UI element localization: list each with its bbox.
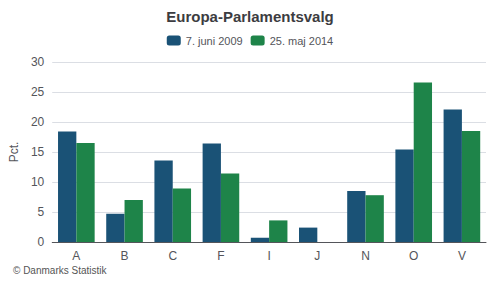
svg-text:I: I: [267, 249, 270, 263]
svg-text:25. maj 2014: 25. maj 2014: [270, 35, 334, 47]
svg-text:C: C: [168, 249, 177, 263]
svg-text:O: O: [409, 249, 418, 263]
svg-text:V: V: [458, 249, 466, 263]
svg-text:N: N: [361, 249, 370, 263]
svg-text:7. juni 2009: 7. juni 2009: [186, 35, 243, 47]
svg-text:Europa-Parlamentsvalg: Europa-Parlamentsvalg: [166, 8, 334, 25]
svg-text:J: J: [314, 249, 320, 263]
svg-text:15: 15: [31, 145, 45, 159]
svg-text:10: 10: [31, 175, 45, 189]
svg-text:20: 20: [31, 115, 45, 129]
svg-text:30: 30: [31, 55, 45, 69]
svg-text:© Danmarks Statistik: © Danmarks Statistik: [13, 265, 108, 276]
svg-text:F: F: [217, 249, 224, 263]
svg-text:A: A: [72, 249, 80, 263]
svg-text:5: 5: [38, 205, 45, 219]
svg-text:25: 25: [31, 85, 45, 99]
svg-text:0: 0: [38, 235, 45, 249]
svg-text:B: B: [121, 249, 129, 263]
svg-text:Pct.: Pct.: [7, 142, 21, 163]
